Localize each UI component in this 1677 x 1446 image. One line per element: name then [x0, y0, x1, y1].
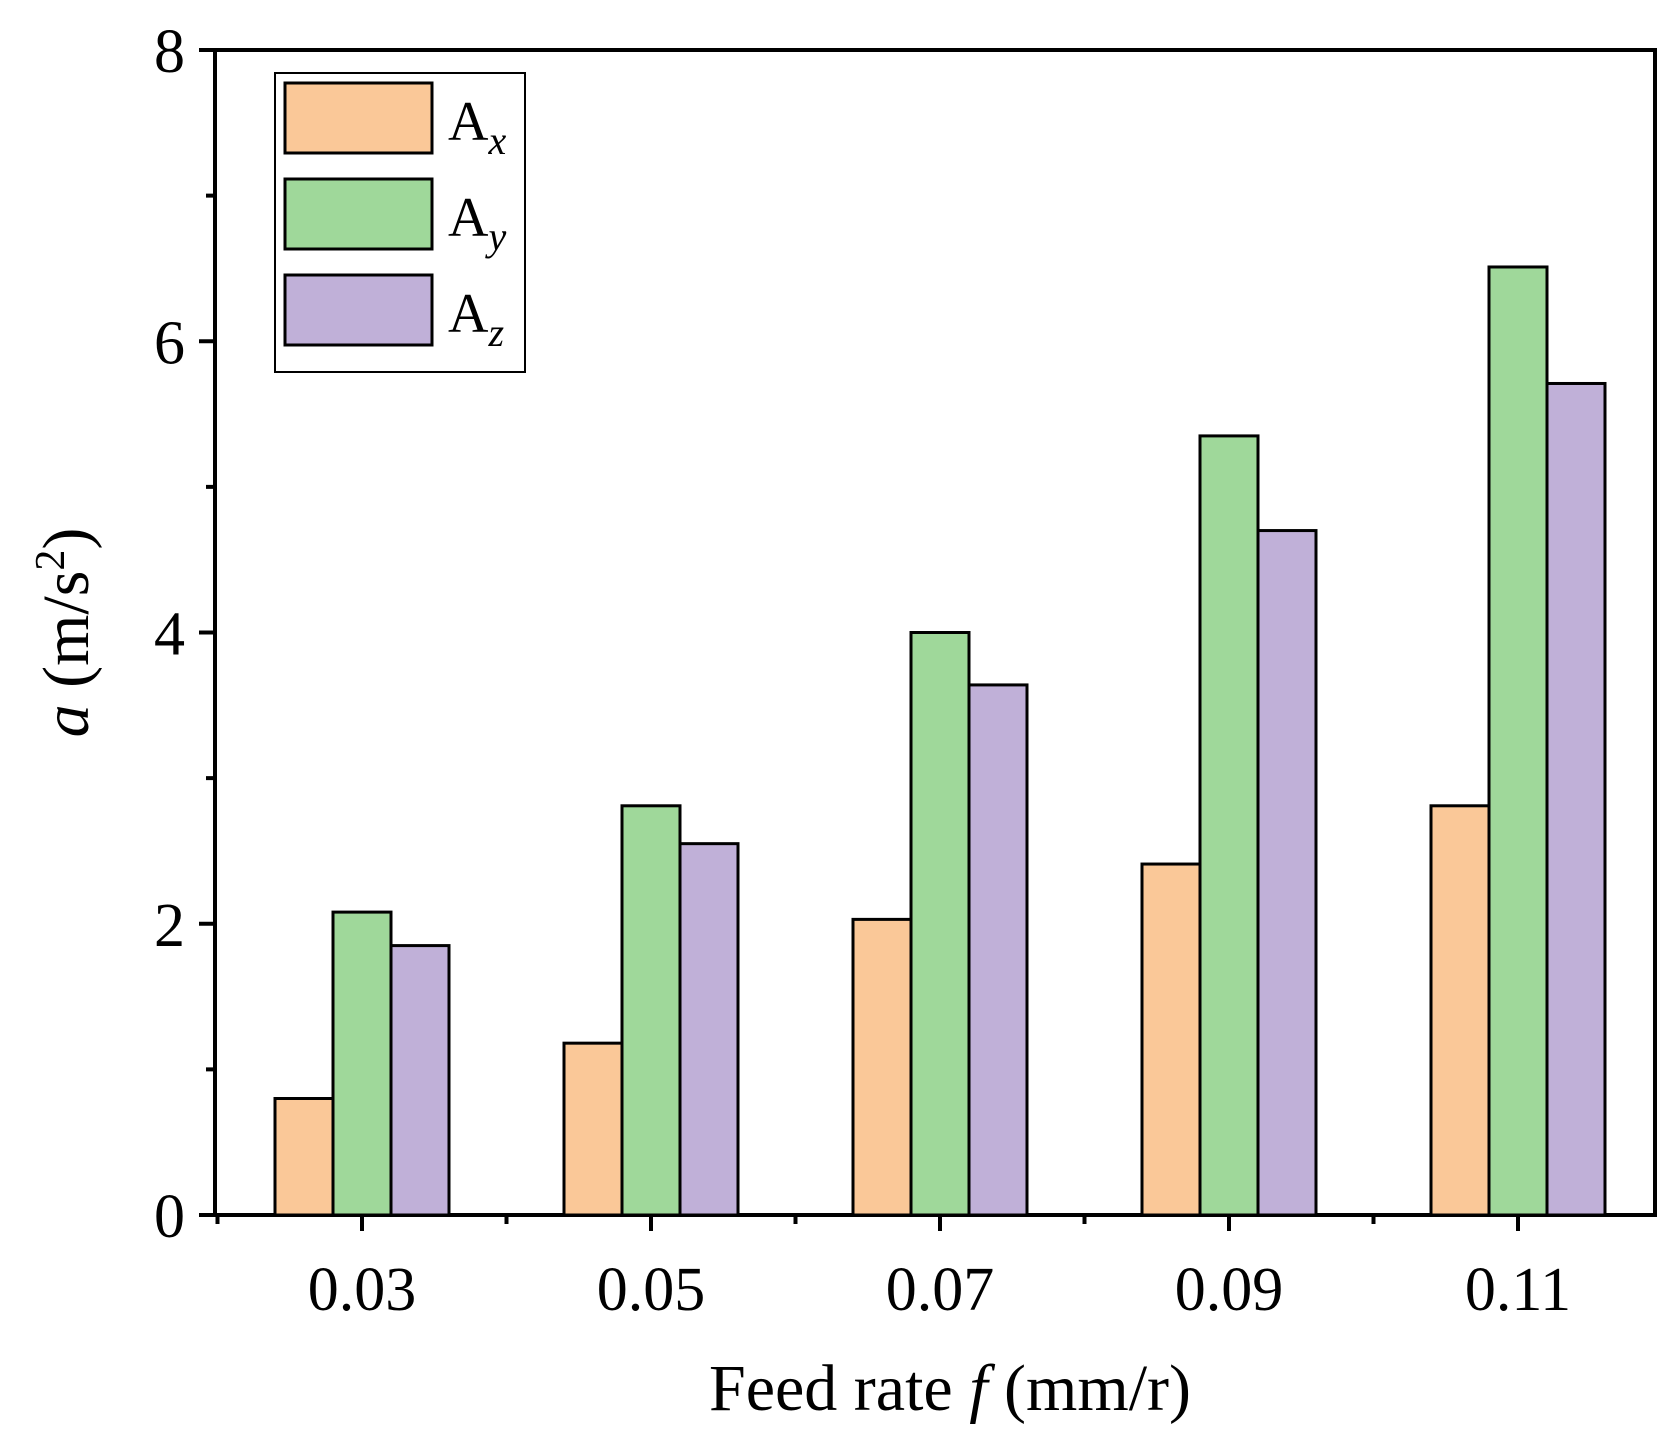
y-tick-label: 8: [154, 18, 185, 86]
bar-az-0.05: [678, 842, 740, 1217]
legend-swatch-y: [283, 177, 434, 251]
bar-ax-0.05: [562, 1041, 624, 1217]
x-tick-label: 0.09: [1175, 1256, 1284, 1324]
bar-ax-0.03: [273, 1097, 335, 1217]
y-tick-label: 2: [154, 892, 185, 960]
legend-swatch-x: [283, 81, 434, 155]
y-tick-label: 4: [154, 601, 185, 669]
y-tick-label: 0: [154, 1183, 185, 1251]
y-tick-label: 6: [154, 309, 185, 377]
bar-az-0.09: [1256, 529, 1318, 1217]
bars-group: [273, 265, 1607, 1217]
legend-label-x: Ax: [448, 91, 506, 163]
bar-ay-0.05: [620, 804, 682, 1217]
bar-ay-0.11: [1487, 265, 1549, 1217]
bar-ay-0.03: [331, 910, 393, 1217]
legend: Ax Ay Az: [274, 72, 526, 373]
legend-swatch-z: [283, 273, 434, 347]
bar-az-0.03: [389, 944, 451, 1217]
legend-label-z: Az: [448, 283, 504, 355]
bar-az-0.07: [967, 683, 1029, 1217]
bar-ax-0.11: [1429, 804, 1491, 1217]
axes-group: 0 2 4 6 8 0.03 0.05 0.07 0.09 0.11: [154, 18, 1571, 1324]
x-tick-label: 0.11: [1465, 1256, 1571, 1324]
x-tick-label: 0.07: [886, 1256, 995, 1324]
axis-titles: Feed rate f (mm/r) a (m/s2): [28, 528, 1191, 1425]
x-tick-label: 0.03: [308, 1256, 417, 1324]
bar-ay-0.07: [909, 631, 971, 1217]
x-axis-title: Feed rate f (mm/r): [709, 1352, 1191, 1425]
legend-label-y: Ay: [448, 187, 506, 259]
bar-ax-0.07: [851, 917, 913, 1217]
bar-ay-0.09: [1198, 434, 1260, 1217]
y-axis-title: a (m/s2): [28, 528, 103, 738]
bar-ax-0.09: [1140, 862, 1202, 1217]
bar-az-0.11: [1545, 381, 1607, 1217]
x-tick-label: 0.05: [597, 1256, 706, 1324]
